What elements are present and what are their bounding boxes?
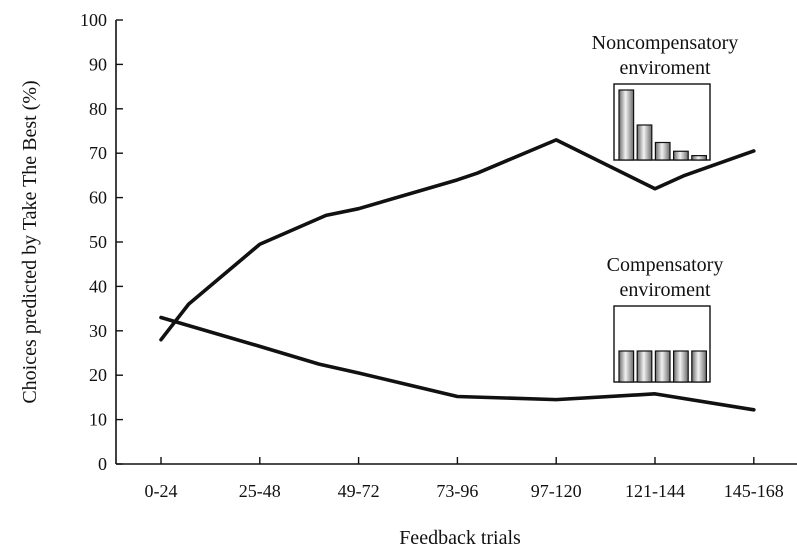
y-tick-label: 80	[89, 99, 107, 119]
compensatory-label-line1: Compensatory	[607, 254, 724, 276]
y-tick-label: 50	[89, 232, 107, 252]
y-tick-label: 30	[89, 321, 107, 341]
x-tick-label: 0-24	[145, 481, 178, 501]
x-axis: 0-24 25-48 49-72 73-96 97-120 121-144 145-168	[116, 457, 797, 501]
x-tick-label: 73-96	[436, 481, 478, 501]
y-tick-label: 60	[89, 188, 107, 208]
noncompensatory-cue-weight-bar	[672, 150, 689, 161]
noncompensatory-label-line1: Noncompensatory	[592, 32, 739, 54]
noncompensatory-cue-weight-bar	[654, 141, 671, 161]
noncompensatory-label-line2: enviroment	[619, 57, 711, 79]
noncompensatory-cue-weight-bar	[691, 155, 707, 161]
compensatory-cue-weight-bar	[618, 350, 635, 383]
compensatory-cue-weight-bar	[691, 350, 707, 383]
noncompensatory-cue-weight-bar	[636, 124, 653, 161]
x-tick-label: 49-72	[338, 481, 380, 501]
x-tick-label: 145-168	[724, 481, 784, 501]
compensatory-cue-weight-bar	[672, 350, 689, 383]
y-tick-label: 0	[98, 454, 107, 474]
x-tick-label: 97-120	[531, 481, 582, 501]
x-tick-label: 121-144	[625, 481, 685, 501]
x-tick-label: 25-48	[239, 481, 281, 501]
compensatory-series-line	[159, 315, 756, 412]
compensatory-cue-weight-bar	[654, 350, 671, 383]
annotations: Noncompensatory enviroment Compensatory env…	[592, 32, 739, 383]
series-lines	[159, 138, 756, 412]
x-axis-title: Feedback trials	[399, 527, 521, 549]
y-tick-label: 40	[89, 276, 107, 296]
compensatory-label-line2: enviroment	[619, 279, 711, 301]
y-tick-label: 20	[89, 365, 107, 385]
compensatory-cue-weight-bar	[636, 350, 653, 383]
noncompensatory-cue-weight-bar	[618, 89, 635, 161]
noncompensatory-series-line	[159, 138, 756, 342]
y-axis: 0 10 20 30 40 50 60 70 80 90 100	[80, 10, 123, 474]
y-axis-title: Choices predicted by Take The Best (%)	[19, 80, 41, 403]
y-tick-label: 90	[89, 54, 107, 74]
y-tick-label: 10	[89, 410, 107, 430]
y-tick-label: 100	[80, 10, 107, 30]
y-tick-label: 70	[89, 143, 107, 163]
